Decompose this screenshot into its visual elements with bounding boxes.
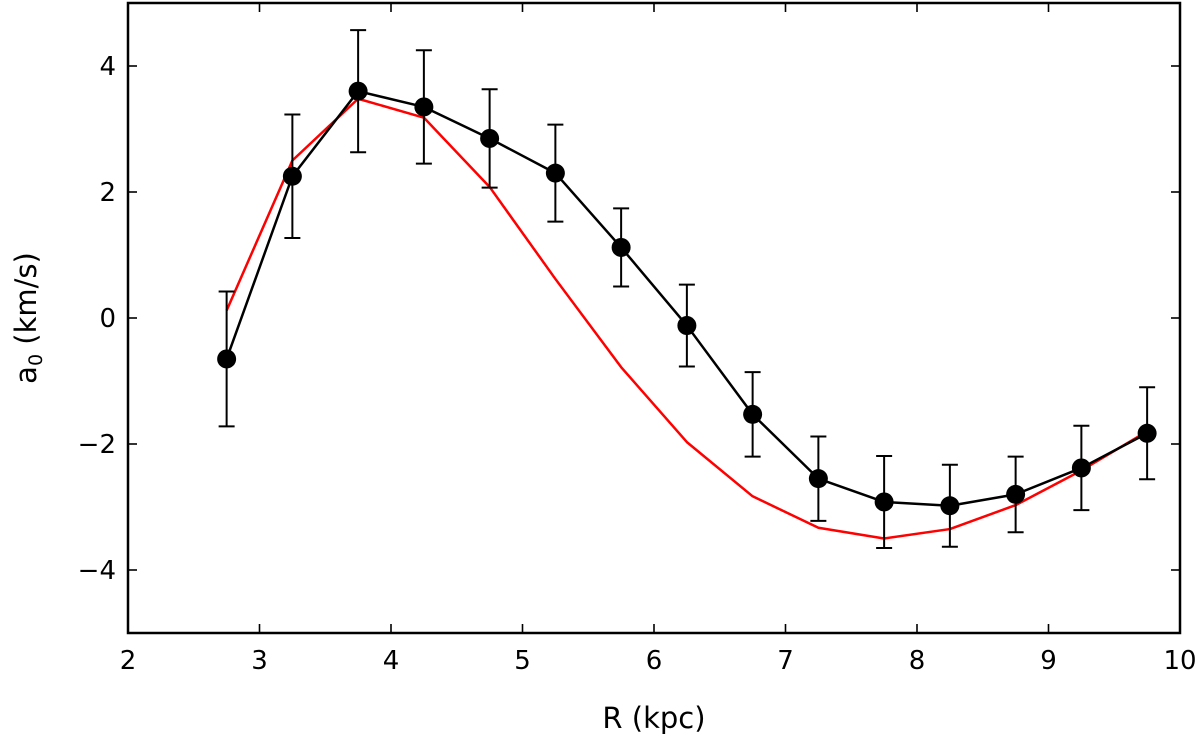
y-tick-label: 2 [99,178,116,208]
y-axis-label-sub: 0 [25,354,47,366]
data-point [348,81,368,101]
data-point [1006,484,1026,504]
y-tick-label: 4 [99,52,116,82]
x-tick-label: 3 [251,646,268,676]
x-tick-label: 6 [646,646,663,676]
y-tick-label: −4 [78,556,116,586]
y-tick-label: −2 [78,430,116,460]
tick-labels: 2 3 4 5 6 7 8 9 10 −4 −2 0 2 4 [78,52,1197,676]
x-tick-label: 4 [383,646,400,676]
plot-area [128,3,1180,633]
plot-frame [126,1,1182,635]
data-point [545,163,565,183]
model-line [225,97,1148,540]
data-point [940,496,960,516]
data-point [743,404,763,424]
data-point [611,237,631,257]
data-point [1137,423,1157,443]
data-point [414,97,434,117]
data-point [480,128,500,148]
x-axis-label: R (kpc) [602,701,705,735]
x-tick-label: 9 [1040,646,1057,676]
model-layer [225,97,1148,540]
x-tick-label: 2 [120,646,137,676]
y-axis-label: a0 (km/s) [9,252,47,384]
data-point [874,492,894,512]
x-tick-label: 10 [1163,646,1196,676]
data-layer [217,29,1157,549]
data-point [808,469,828,489]
data-point [677,316,697,336]
data-point [217,349,237,369]
x-tick-label: 8 [909,646,926,676]
x-tick-label: 7 [777,646,794,676]
data-point [1071,458,1091,478]
data-point [282,166,302,186]
y-tick-label: 0 [99,304,116,334]
y-axis-label-main: a [9,366,43,384]
x-tick-label: 5 [514,646,531,676]
y-axis-label-units: (km/s) [9,252,43,354]
